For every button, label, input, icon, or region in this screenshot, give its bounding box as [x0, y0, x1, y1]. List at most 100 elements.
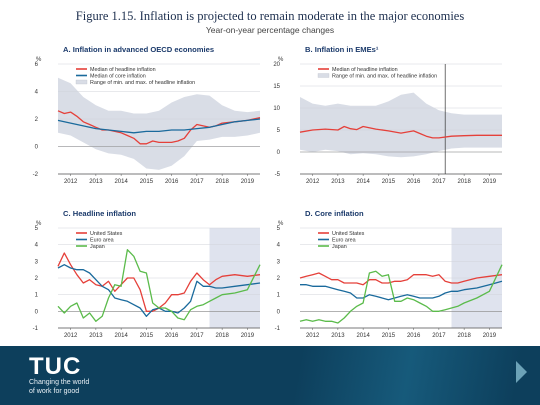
range-band: [58, 77, 260, 170]
y-unit-label: %: [36, 221, 42, 227]
x-tick-label: 2016: [165, 179, 179, 185]
panel-title: C. Headline inflation: [63, 209, 136, 218]
x-tick-label: 2015: [382, 333, 396, 339]
tagline-line1: Changing the world: [29, 379, 90, 386]
legend-label: Range of min. and max. of headline infla…: [332, 74, 437, 80]
legend-label: Median of headline inflation: [332, 67, 398, 73]
y-tick-label: 15: [273, 84, 280, 90]
arrow-right-icon: [516, 361, 527, 383]
legend-label: Median of headline inflation: [90, 67, 156, 73]
y-tick-label: 2: [277, 276, 281, 282]
chart-panel-1: A. Inflation in advanced OECD economies%…: [33, 45, 261, 185]
legend-swatch: [75, 79, 88, 85]
series-line-median-of-headline-inflation: [299, 125, 502, 139]
y-tick-label: 10: [273, 106, 280, 112]
series-line-united-states: [57, 252, 261, 312]
series-line-median-of-core-inflation: [57, 118, 261, 134]
x-tick-label: 2012: [64, 179, 78, 185]
footer-stripe: [0, 346, 540, 405]
x-tick-label: 2012: [64, 333, 78, 339]
charts-canvas: A. Inflation in advanced OECD economies%…: [33, 45, 503, 339]
y-unit-label: %: [278, 57, 284, 63]
y-tick-label: 0: [35, 145, 39, 151]
x-tick-label: 2014: [114, 179, 128, 185]
y-tick-label: -5: [275, 172, 281, 178]
x-tick-label: 2013: [89, 179, 103, 185]
x-tick-label: 2013: [331, 179, 345, 185]
x-tick-label: 2018: [457, 333, 471, 339]
legend-label: Euro area: [332, 238, 356, 244]
x-tick-label: 2019: [483, 333, 497, 339]
series-line-japan: [57, 249, 261, 322]
legend-label: Japan: [90, 244, 105, 250]
x-tick-label: 2017: [190, 179, 204, 185]
series-line-euro-area: [300, 280, 503, 301]
y-tick-label: 20: [273, 62, 280, 68]
x-tick-label: 2017: [190, 333, 204, 339]
y-tick-label: 3: [35, 259, 39, 265]
series-line-united-states: [299, 272, 503, 286]
x-tick-label: 2014: [356, 179, 370, 185]
y-tick-label: 1: [277, 293, 281, 299]
panel-title: D. Core inflation: [305, 209, 364, 218]
y-unit-label: %: [36, 57, 42, 63]
chart-panel-3: C. Headline inflation% -1 0 1 2 3 4 5 2012 2013 20…: [33, 209, 261, 339]
legend-label: Japan: [332, 244, 347, 250]
y-tick-label: 0: [277, 309, 281, 315]
x-tick-label: 2012: [306, 179, 320, 185]
x-tick-label: 2015: [140, 179, 154, 185]
footer-bar: [0, 346, 540, 405]
x-tick-label: 2015: [140, 333, 154, 339]
tuc-logo: TUC: [29, 353, 82, 380]
y-tick-label: 3: [277, 259, 281, 265]
y-unit-label: %: [278, 221, 284, 227]
legend-swatch: [317, 73, 330, 78]
legend-label: Euro area: [90, 238, 114, 244]
y-tick-label: 2: [35, 117, 39, 123]
x-tick-label: 2016: [407, 179, 421, 185]
y-tick-label: -1: [33, 326, 39, 332]
x-tick-label: 2013: [331, 333, 345, 339]
range-band: [300, 92, 502, 158]
panel-title: B. Inflation in EMEs¹: [305, 45, 379, 54]
legend-label: United States: [332, 231, 365, 237]
y-tick-label: 4: [35, 243, 39, 249]
y-tick-label: 2: [35, 276, 39, 282]
y-tick-label: 5: [35, 226, 39, 232]
chart-panel-2: B. Inflation in EMEs¹% -5 0 5 10 15 20 2012 2013…: [273, 45, 502, 185]
x-tick-label: 2018: [215, 179, 229, 185]
x-tick-label: 2014: [356, 333, 370, 339]
x-tick-label: 2019: [483, 179, 497, 185]
x-tick-label: 2018: [215, 333, 229, 339]
tagline-line2: of work for good: [29, 388, 80, 395]
series-line-japan: [299, 264, 503, 324]
y-tick-label: 5: [277, 128, 281, 134]
legend-label: Median of core inflation: [90, 74, 146, 80]
y-tick-label: 4: [35, 90, 39, 96]
x-tick-label: 2016: [165, 333, 179, 339]
panel-title: A. Inflation in advanced OECD economies: [63, 45, 214, 54]
chart-panel-4: D. Core inflation% -1 0 1 2 3 4 5 2012 2013 2014 20…: [275, 209, 503, 339]
x-tick-label: 2016: [407, 333, 421, 339]
y-tick-label: 5: [277, 226, 281, 232]
y-tick-label: -2: [33, 172, 39, 178]
x-tick-label: 2015: [382, 179, 396, 185]
y-tick-label: 4: [277, 243, 281, 249]
y-tick-label: 0: [35, 309, 39, 315]
x-tick-label: 2018: [457, 179, 471, 185]
x-tick-label: 2017: [432, 179, 446, 185]
y-tick-label: -1: [275, 326, 281, 332]
x-tick-label: 2012: [306, 333, 320, 339]
figure-title: Figure 1.15. Inflation is projected to r…: [75, 9, 465, 23]
x-tick-label: 2019: [241, 333, 255, 339]
figure-subtitle: Year-on-year percentage changes: [205, 25, 335, 35]
series-line-euro-area: [57, 264, 261, 317]
y-tick-label: 1: [35, 293, 39, 299]
legend-label: United States: [90, 231, 123, 237]
legend-label: Range of min. and max. of headline infla…: [90, 80, 195, 86]
y-tick-label: 6: [35, 62, 39, 68]
x-tick-label: 2019: [241, 179, 255, 185]
x-tick-label: 2017: [432, 333, 446, 339]
y-tick-label: 0: [277, 150, 281, 156]
x-tick-label: 2013: [89, 333, 103, 339]
